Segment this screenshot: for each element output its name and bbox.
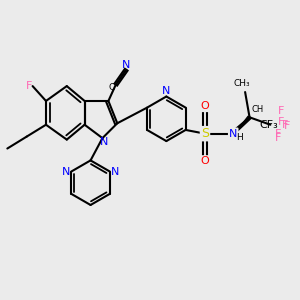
- Text: H: H: [236, 133, 243, 142]
- Text: F: F: [278, 117, 284, 127]
- Text: N: N: [111, 167, 119, 176]
- Text: O: O: [201, 156, 209, 166]
- Text: CH₃: CH₃: [234, 79, 250, 88]
- Text: F: F: [26, 81, 32, 91]
- Text: F: F: [274, 129, 281, 139]
- Text: F: F: [284, 121, 290, 131]
- Polygon shape: [235, 116, 251, 134]
- Text: CH: CH: [251, 105, 263, 114]
- Text: N: N: [122, 60, 130, 70]
- Text: CF₃: CF₃: [260, 120, 278, 130]
- Text: O: O: [201, 101, 209, 111]
- Text: F: F: [278, 106, 284, 116]
- Text: N: N: [229, 129, 237, 139]
- Text: N: N: [162, 86, 170, 96]
- Text: N: N: [62, 167, 70, 176]
- Text: C: C: [108, 83, 115, 92]
- Text: F: F: [274, 133, 281, 143]
- Text: N: N: [100, 137, 109, 147]
- Text: S: S: [201, 127, 209, 140]
- Text: F: F: [282, 120, 288, 130]
